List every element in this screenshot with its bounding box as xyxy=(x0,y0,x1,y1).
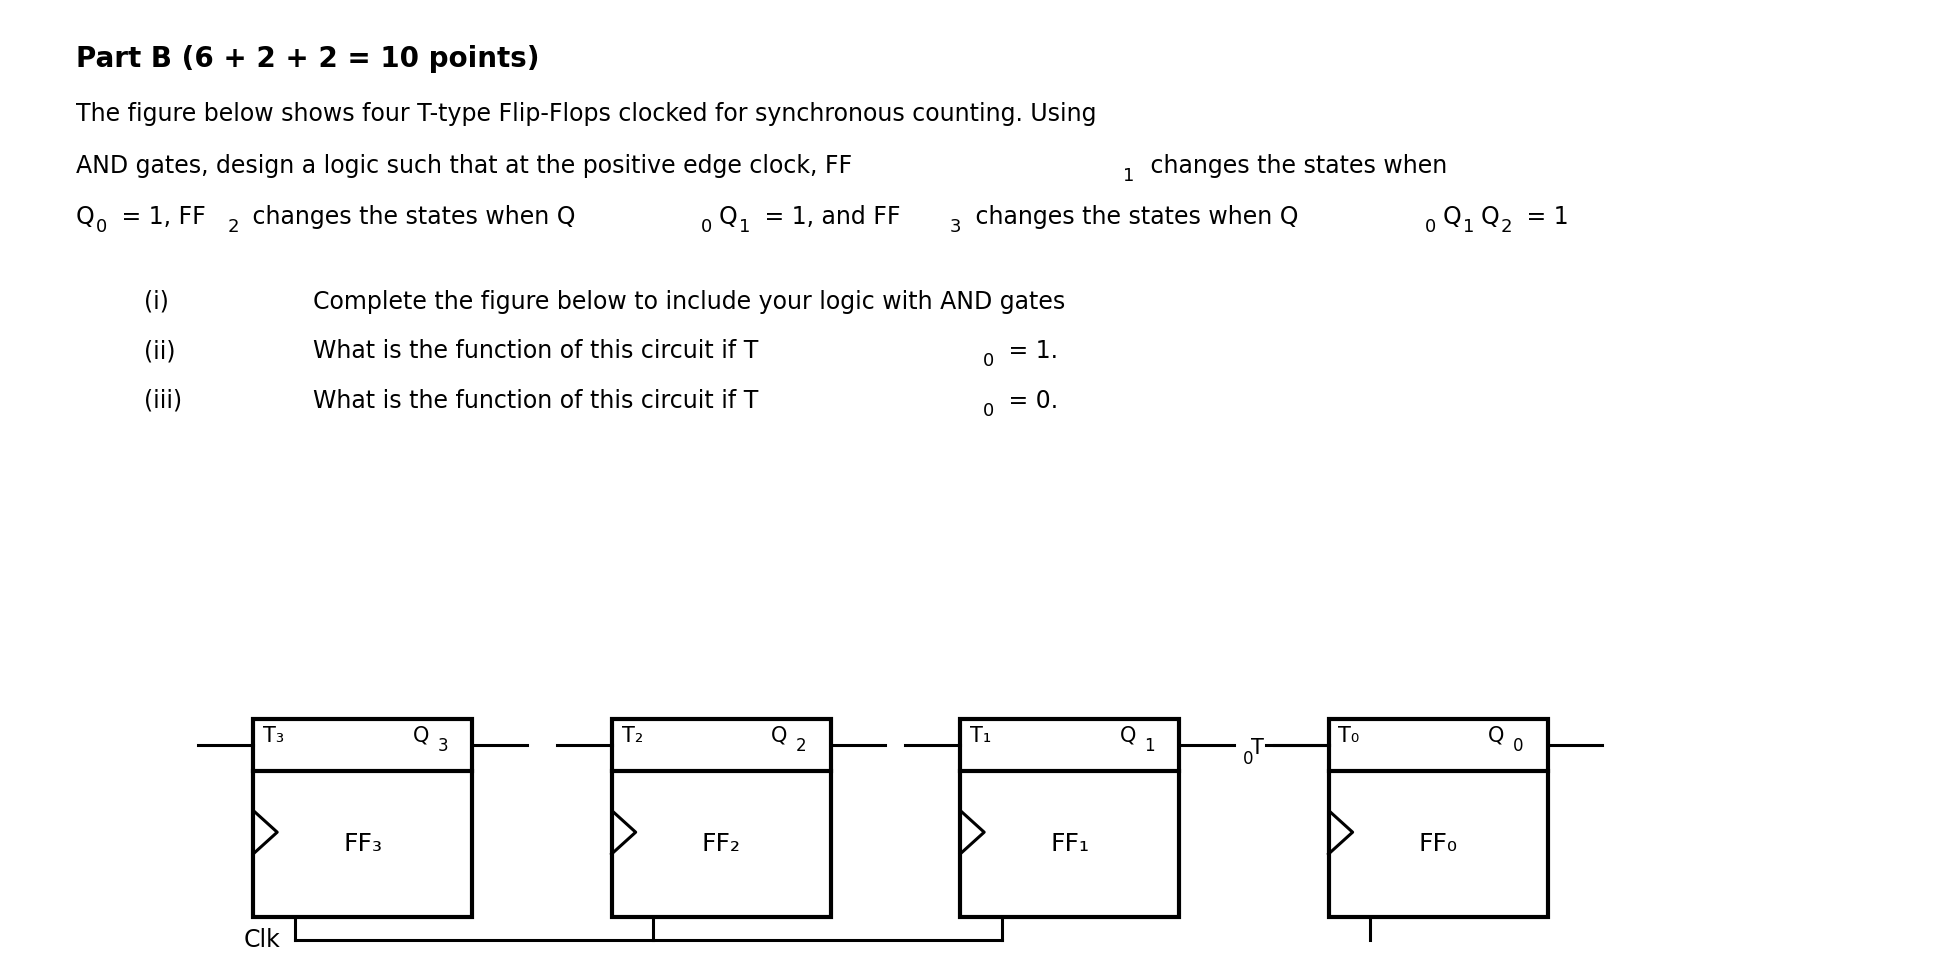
Text: FF₂: FF₂ xyxy=(701,832,741,856)
Text: Q: Q xyxy=(76,205,94,229)
Text: (iii): (iii) xyxy=(143,388,182,413)
Text: 2: 2 xyxy=(227,219,239,236)
Text: FF₀: FF₀ xyxy=(1418,832,1457,856)
Text: Q: Q xyxy=(1487,726,1505,746)
Text: Q: Q xyxy=(413,726,429,746)
Text: 0: 0 xyxy=(701,219,713,236)
Text: T₀: T₀ xyxy=(1338,726,1360,746)
Text: 3: 3 xyxy=(437,737,449,754)
Bar xyxy=(1328,719,1548,917)
Text: 0: 0 xyxy=(983,352,995,370)
Bar xyxy=(611,719,831,917)
Text: 1: 1 xyxy=(1463,219,1475,236)
Text: = 0.: = 0. xyxy=(1001,388,1058,413)
Text: = 1, FF: = 1, FF xyxy=(114,205,206,229)
Text: 0: 0 xyxy=(1512,737,1524,754)
Text: changes the states when Q: changes the states when Q xyxy=(245,205,576,229)
Text: T₃: T₃ xyxy=(263,726,284,746)
Text: T: T xyxy=(1252,738,1264,757)
Text: changes the states when: changes the states when xyxy=(1144,154,1448,178)
Bar xyxy=(253,719,472,917)
Text: = 1, and FF: = 1, and FF xyxy=(756,205,901,229)
Text: = 1: = 1 xyxy=(1518,205,1569,229)
Text: What is the function of this circuit if T: What is the function of this circuit if … xyxy=(313,388,758,413)
Text: 0: 0 xyxy=(96,219,108,236)
Text: 1: 1 xyxy=(739,219,750,236)
Text: AND gates, design a logic such that at the positive edge clock, FF: AND gates, design a logic such that at t… xyxy=(76,154,852,178)
Text: Q: Q xyxy=(772,726,788,746)
Text: changes the states when Q: changes the states when Q xyxy=(968,205,1299,229)
Text: Clk: Clk xyxy=(243,928,280,953)
Text: FF₁: FF₁ xyxy=(1050,832,1089,856)
Text: Part B (6 + 2 + 2 = 10 points): Part B (6 + 2 + 2 = 10 points) xyxy=(76,45,539,73)
Text: 1: 1 xyxy=(1144,737,1156,754)
Text: 3: 3 xyxy=(950,219,962,236)
Text: Q: Q xyxy=(1119,726,1136,746)
Text: 2: 2 xyxy=(1501,219,1512,236)
Text: Q: Q xyxy=(719,205,739,229)
Text: 0: 0 xyxy=(1424,219,1436,236)
Text: 0: 0 xyxy=(1244,750,1254,768)
Text: FF₃: FF₃ xyxy=(343,832,382,856)
Text: T₂: T₂ xyxy=(621,726,643,746)
Text: 0: 0 xyxy=(983,402,995,420)
Bar xyxy=(960,719,1179,917)
Text: (i): (i) xyxy=(143,290,168,313)
Text: 1: 1 xyxy=(1123,167,1134,184)
Text: 2: 2 xyxy=(795,737,807,754)
Text: T₁: T₁ xyxy=(970,726,991,746)
Text: The figure below shows four T-type Flip-Flops clocked for synchronous counting. : The figure below shows four T-type Flip-… xyxy=(76,102,1097,126)
Text: Q: Q xyxy=(1444,205,1461,229)
Text: Complete the figure below to include your logic with AND gates: Complete the figure below to include you… xyxy=(313,290,1066,313)
Text: What is the function of this circuit if T: What is the function of this circuit if … xyxy=(313,340,758,363)
Text: Q: Q xyxy=(1481,205,1499,229)
Text: = 1.: = 1. xyxy=(1001,340,1058,363)
Text: (ii): (ii) xyxy=(143,340,174,363)
